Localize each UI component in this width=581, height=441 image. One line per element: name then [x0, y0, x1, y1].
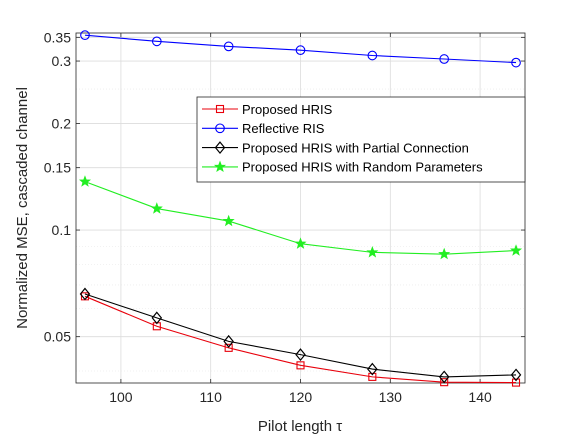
data-point: [150, 202, 163, 214]
y-tick-label: 0.2: [52, 115, 72, 131]
y-tick-label: 0.15: [44, 160, 71, 176]
data-point: [367, 50, 378, 61]
y-axis-label: Normalized MSE, cascaded channel: [14, 87, 31, 329]
data-point: [438, 247, 451, 260]
y-axis: 0.05 0.1 0.15 0.2 0.3 0.35: [44, 29, 525, 345]
data-point: [366, 245, 379, 258]
legend-label: Proposed HRIS: [242, 102, 333, 117]
legend-marker: [215, 123, 225, 134]
legend-label: Reflective RIS: [242, 121, 325, 136]
legend-label: Proposed HRIS with Random Parameters: [242, 160, 483, 175]
data-point: [294, 237, 307, 249]
x-axis: 100 110 120 130 140: [109, 33, 492, 405]
x-tick-label: 110: [200, 389, 223, 405]
legend-entry: Reflective RIS: [202, 121, 325, 136]
y-tick-label: 0.05: [44, 329, 71, 345]
series-circle: [80, 30, 521, 68]
legend-entry: Proposed HRIS with Random Parameters: [202, 160, 483, 175]
legend-marker: [213, 160, 227, 173]
data-point: [440, 378, 449, 387]
data-point: [295, 348, 306, 362]
legend-entry: Proposed HRIS with Partial Connection: [202, 140, 469, 155]
x-tick-label: 120: [289, 389, 313, 405]
series-diamond: [79, 287, 522, 384]
data-point: [78, 175, 92, 187]
legend: Proposed HRIS Reflective RIS Proposed HRIS…: [196, 96, 526, 183]
data-point: [222, 214, 235, 227]
data-point: [367, 362, 378, 376]
legend-label: Proposed HRIS with Partial Connection: [242, 140, 469, 155]
data-point: [296, 361, 305, 370]
y-tick-label: 0.35: [44, 29, 71, 45]
data-point: [80, 30, 90, 41]
legend-box: [196, 96, 526, 183]
legend-entry: Proposed HRIS: [202, 102, 333, 117]
series-line: [84, 293, 517, 378]
series-layer: [78, 30, 523, 387]
data-point: [509, 244, 523, 256]
data-point: [151, 311, 163, 325]
data-point: [438, 370, 450, 384]
series-line: [84, 34, 517, 64]
data-point: [510, 368, 522, 382]
data-point: [511, 57, 521, 68]
x-tick-label: 100: [109, 389, 133, 405]
data-point: [439, 54, 450, 64]
data-point: [79, 287, 91, 301]
x-axis-label: Pilot length τ: [258, 418, 342, 435]
data-point: [368, 372, 377, 381]
x-tick-label: 130: [379, 389, 403, 405]
data-point: [224, 343, 233, 352]
y-tick-label: 0.3: [52, 53, 72, 69]
legend-marker: [214, 141, 226, 155]
data-point: [223, 334, 234, 348]
data-point: [295, 45, 306, 56]
legend-marker: [215, 104, 225, 114]
data-point: [511, 378, 521, 387]
data-point: [223, 41, 234, 52]
data-point: [151, 36, 162, 47]
x-tick-label: 140: [468, 389, 492, 405]
series-star: [78, 175, 523, 260]
y-tick-label: 0.1: [52, 222, 72, 238]
